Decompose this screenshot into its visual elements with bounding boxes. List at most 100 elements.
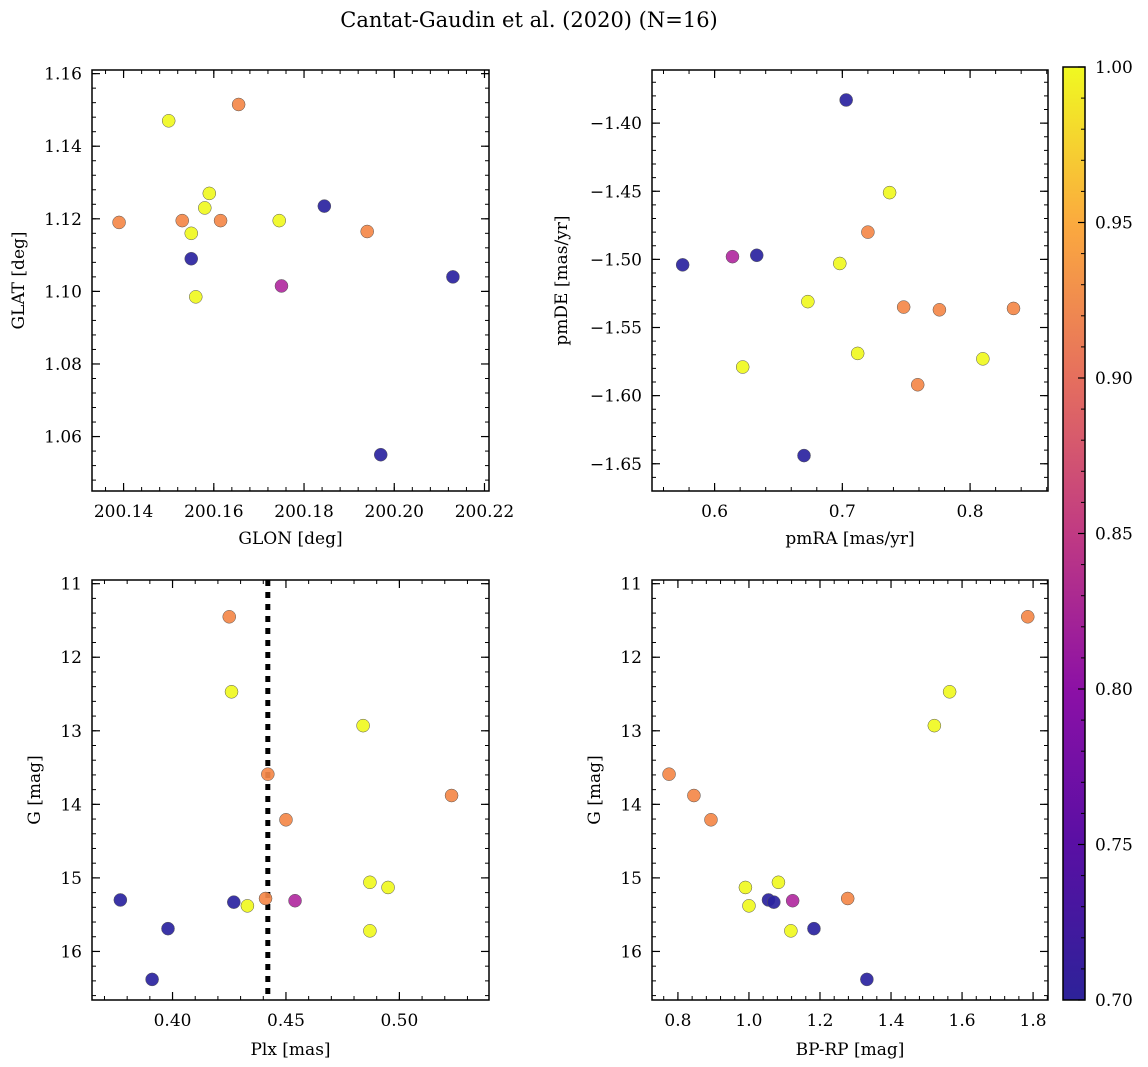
x-tick-label: 0.6 [701, 502, 728, 522]
data-point [785, 893, 800, 908]
y-tick-label: 13 [60, 722, 82, 742]
data-point [231, 97, 246, 112]
data-point [112, 215, 126, 230]
colorbar-tick-label: 0.70 [1095, 991, 1133, 1011]
data-point [227, 895, 241, 909]
data-point [317, 199, 332, 213]
data-point [202, 186, 217, 201]
data-point [927, 718, 942, 733]
data-point [363, 924, 377, 938]
x-tick-label: 1.8 [1020, 1011, 1047, 1031]
data-point [113, 893, 128, 907]
y-tick-label: 16 [620, 942, 642, 962]
data-point [771, 875, 786, 890]
data-point [767, 895, 781, 909]
panel-4-points [662, 610, 1035, 987]
data-point [373, 447, 388, 462]
data-point [738, 880, 753, 895]
data-point [356, 718, 370, 733]
colorbar-tick-label: 1.00 [1095, 58, 1133, 78]
panel-1-axes: 200.14 200.16 200.18 200.20 200.22 1.06 1.08 1.… [44, 65, 514, 522]
data-point [161, 921, 175, 936]
y-tick-label: −1.65 [590, 455, 642, 475]
data-point [801, 294, 815, 309]
colorbar-tick-label: 0.80 [1095, 680, 1133, 700]
x-tick-label: 0.50 [380, 1011, 418, 1031]
data-point [161, 114, 176, 128]
y-tick-label: 11 [620, 575, 642, 595]
data-point [861, 225, 875, 239]
panel-2-ylabel: pmDE [mas/yr] [552, 215, 572, 345]
panel-2-axes: 0.6 0.7 0.8 −1.65 −1.60 −1.55 −1.50 −1.45 −1.40 [590, 70, 1048, 522]
y-tick-label: 1.08 [44, 355, 82, 375]
y-tick-label: 15 [620, 869, 642, 889]
panel-3-points [113, 610, 459, 987]
data-point [704, 813, 718, 827]
data-point [784, 924, 798, 938]
data-point [444, 788, 459, 803]
data-point [807, 921, 821, 936]
data-point [932, 303, 947, 317]
data-point [797, 448, 811, 463]
panel-3-xlabel: Plx [mas] [250, 1040, 330, 1060]
data-point [184, 251, 198, 266]
data-point [184, 226, 198, 241]
y-tick-label: 14 [620, 795, 642, 815]
data-point [742, 899, 756, 913]
panel-4-axes: 0.8 1.0 1.2 1.4 1.6 1.8 11 12 13 14 15 16 [620, 575, 1048, 1031]
data-point [222, 610, 236, 624]
panel-4-xlabel: BP-RP [mag] [796, 1040, 905, 1060]
data-point [175, 213, 189, 228]
data-point [1006, 301, 1021, 316]
x-tick-label: 0.8 [664, 1011, 691, 1031]
data-point [910, 377, 925, 392]
y-tick-label: 1.06 [44, 428, 82, 448]
data-point [749, 248, 764, 263]
data-point [662, 767, 676, 781]
panel-1-xlabel: GLON [deg] [238, 529, 342, 549]
data-point [735, 360, 750, 374]
data-point [224, 685, 239, 699]
panel-1-ylabel: GLAT [deg] [9, 231, 29, 329]
data-point [272, 213, 286, 228]
data-point [833, 256, 847, 271]
data-point [840, 891, 855, 906]
data-point [381, 880, 395, 895]
data-point [882, 185, 897, 200]
y-tick-label: 14 [60, 795, 82, 815]
colorbar-tick-label: 0.85 [1095, 525, 1133, 545]
data-point [360, 224, 374, 239]
panel-bprp-g: 0.8 1.0 1.2 1.4 1.6 1.8 11 12 13 14 15 16 BP-RP [ma… [585, 575, 1049, 1060]
panel-3-ylabel: G [mag] [25, 755, 45, 824]
panel-4-frame [651, 579, 1049, 1001]
colorbar-ticks: 0.70 0.75 0.80 0.85 0.90 0.95 1.00 [1078, 58, 1133, 1011]
x-tick-label: 200.20 [365, 502, 424, 522]
panel-4-ylabel: G [mag] [585, 755, 605, 824]
data-point [725, 249, 740, 264]
y-tick-label: −1.55 [590, 319, 642, 339]
y-tick-label: 1.16 [44, 65, 82, 85]
x-tick-label: 1.2 [806, 1011, 833, 1031]
data-point [274, 279, 289, 293]
data-point [976, 352, 990, 366]
data-point [942, 685, 957, 699]
y-tick-label: 13 [620, 722, 642, 742]
data-point [145, 972, 159, 987]
y-tick-label: −1.50 [590, 250, 642, 270]
panel-plx-g: 0.40 0.45 0.50 11 12 13 14 15 16 Plx [mas] G [ma… [25, 575, 490, 1060]
y-tick-label: 15 [60, 869, 82, 889]
data-point [288, 893, 302, 908]
data-point [198, 201, 212, 215]
x-tick-label: 200.22 [455, 502, 514, 522]
data-point [213, 213, 228, 228]
panel-3-axes: 0.40 0.45 0.50 11 12 13 14 15 16 [60, 575, 489, 1031]
panel-glon-glat: 200.14 200.16 200.18 200.20 200.22 1.06 1.08 1.… [9, 65, 514, 549]
x-tick-label: 200.16 [184, 502, 243, 522]
x-tick-label: 1.0 [735, 1011, 762, 1031]
y-tick-label: 1.14 [44, 137, 82, 157]
x-tick-label: 0.40 [154, 1011, 192, 1031]
data-point [687, 788, 701, 803]
data-point [839, 93, 853, 107]
data-point [675, 258, 690, 272]
